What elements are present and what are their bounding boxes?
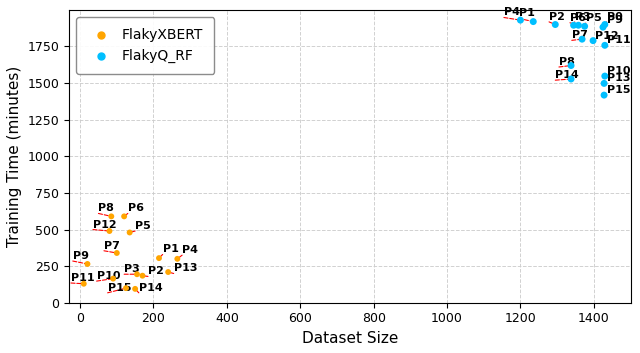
Point bbox=[599, 80, 609, 86]
Point bbox=[566, 63, 576, 68]
Point bbox=[588, 38, 598, 43]
Point bbox=[550, 22, 561, 27]
Point bbox=[172, 256, 182, 262]
Point bbox=[125, 230, 135, 235]
Point bbox=[600, 73, 610, 79]
Point bbox=[577, 36, 587, 42]
Text: P3: P3 bbox=[575, 12, 591, 22]
Text: P9: P9 bbox=[73, 251, 89, 261]
Point bbox=[566, 76, 576, 82]
Point bbox=[111, 250, 122, 256]
Point bbox=[599, 92, 609, 98]
Text: P9: P9 bbox=[607, 14, 623, 24]
Text: P15: P15 bbox=[607, 85, 630, 95]
Text: P0: P0 bbox=[607, 12, 623, 22]
Point bbox=[515, 17, 525, 23]
Point bbox=[104, 228, 115, 234]
Text: P11: P11 bbox=[607, 35, 630, 45]
Text: P12: P12 bbox=[93, 220, 116, 229]
Text: P1: P1 bbox=[163, 244, 179, 255]
Y-axis label: Training Time (minutes): Training Time (minutes) bbox=[7, 66, 22, 247]
Point bbox=[121, 285, 131, 291]
Point bbox=[106, 214, 116, 219]
Point bbox=[600, 22, 610, 27]
Text: P8: P8 bbox=[559, 57, 575, 67]
Point bbox=[119, 214, 129, 219]
Text: P5: P5 bbox=[586, 13, 602, 23]
Point bbox=[154, 255, 164, 261]
Text: P12: P12 bbox=[595, 31, 618, 41]
Point bbox=[83, 261, 93, 267]
Text: P15: P15 bbox=[108, 283, 131, 293]
Point bbox=[108, 276, 118, 281]
Point bbox=[579, 23, 589, 29]
Text: P10: P10 bbox=[97, 271, 120, 281]
Text: P11: P11 bbox=[71, 273, 95, 283]
Text: P1: P1 bbox=[518, 8, 534, 18]
Text: P6: P6 bbox=[570, 13, 586, 23]
Text: P7: P7 bbox=[104, 241, 120, 251]
Text: P13: P13 bbox=[607, 73, 630, 83]
Text: P4: P4 bbox=[182, 245, 198, 255]
Text: P14: P14 bbox=[556, 70, 579, 80]
Point bbox=[573, 23, 584, 28]
Text: P2: P2 bbox=[148, 267, 164, 276]
Point bbox=[568, 23, 579, 28]
Text: P4: P4 bbox=[504, 7, 520, 18]
Text: P2: P2 bbox=[549, 12, 565, 22]
Point bbox=[528, 19, 538, 24]
Text: P14: P14 bbox=[139, 283, 163, 293]
Point bbox=[598, 24, 608, 30]
Text: P7: P7 bbox=[572, 30, 588, 40]
Point bbox=[130, 286, 140, 292]
X-axis label: Dataset Size: Dataset Size bbox=[301, 331, 398, 346]
Point bbox=[79, 281, 89, 287]
Point bbox=[138, 273, 148, 279]
Text: P13: P13 bbox=[173, 263, 197, 274]
Text: P3: P3 bbox=[124, 264, 140, 274]
Text: P8: P8 bbox=[99, 203, 115, 214]
Legend: FlakyXBERT, FlakyQ_RF: FlakyXBERT, FlakyQ_RF bbox=[76, 17, 214, 74]
Text: P10: P10 bbox=[607, 66, 630, 76]
Text: P5: P5 bbox=[135, 221, 151, 231]
Point bbox=[132, 271, 142, 277]
Point bbox=[600, 42, 610, 48]
Point bbox=[163, 269, 173, 275]
Text: P6: P6 bbox=[128, 203, 144, 214]
